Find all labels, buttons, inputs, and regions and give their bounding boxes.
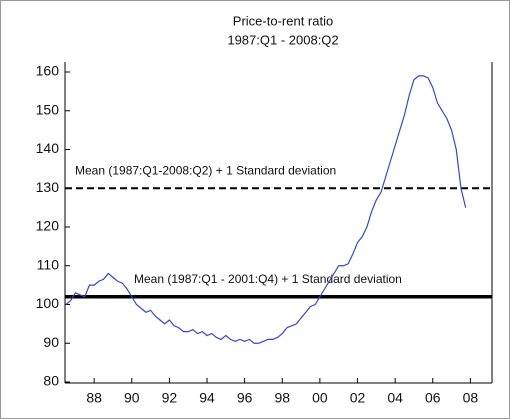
- x-tick-label: 88: [86, 390, 102, 406]
- x-tick-label: 04: [387, 390, 403, 406]
- chart-subtitle: 1987:Q1 - 2008:Q2: [227, 32, 338, 47]
- y-tick-label: 90: [43, 334, 59, 350]
- y-tick-label: 100: [36, 295, 60, 311]
- y-tick-label: 160: [36, 63, 60, 79]
- x-tick-label: 00: [312, 390, 328, 406]
- reference-label: Mean (1987:Q1-2008:Q2) + 1 Standard devi…: [75, 163, 336, 177]
- x-tick-label: 98: [274, 390, 290, 406]
- x-tick-label: 08: [463, 390, 479, 406]
- y-tick-label: 80: [43, 373, 59, 389]
- y-tick-label: 120: [36, 218, 60, 234]
- x-tick-label: 06: [425, 390, 441, 406]
- reference-label: Mean (1987:Q1 - 2001:Q4) + 1 Standard de…: [134, 272, 402, 286]
- y-tick-label: 150: [36, 101, 60, 117]
- y-tick-label: 110: [37, 256, 60, 272]
- y-tick-label: 130: [36, 179, 60, 195]
- data-line: [65, 75, 467, 344]
- x-tick-label: 94: [199, 390, 215, 406]
- x-tick-label: 90: [124, 390, 140, 406]
- x-tick-label: 96: [237, 390, 253, 406]
- x-tick-label: 92: [162, 390, 178, 406]
- chart-title: Price-to-rent ratio: [233, 13, 333, 28]
- x-tick-label: 02: [350, 390, 366, 406]
- y-tick-label: 140: [36, 140, 60, 156]
